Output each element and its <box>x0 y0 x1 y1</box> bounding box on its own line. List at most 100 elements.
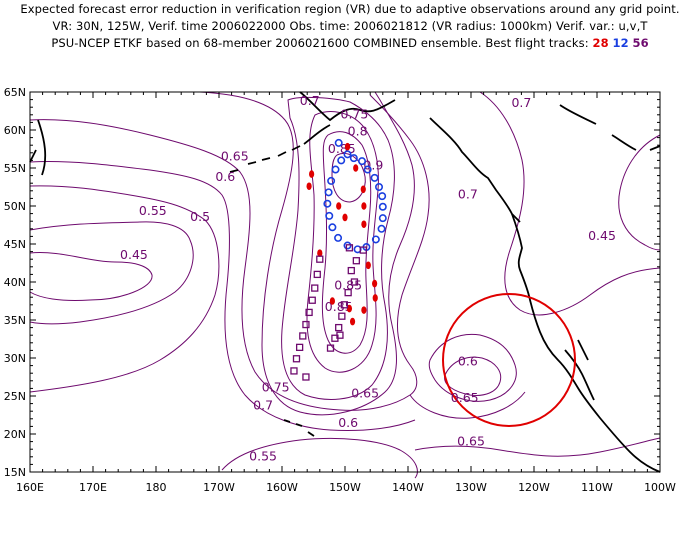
bc-coast <box>511 213 661 473</box>
track-56-point <box>350 278 359 286</box>
track-12-point <box>377 224 386 233</box>
contour-055-west <box>29 185 220 393</box>
contour-045-east <box>618 134 661 251</box>
contour-065-southeast <box>414 437 661 457</box>
hudson-coast <box>559 104 661 151</box>
contour-label: 0.7 <box>511 95 531 110</box>
track-12-point <box>324 188 333 197</box>
contour-065-south <box>221 437 418 479</box>
contour-060 <box>29 161 416 431</box>
track-56-point <box>299 332 307 340</box>
lon-label: 170W <box>203 481 235 494</box>
track-28-point <box>344 142 351 151</box>
track-12-point <box>343 150 352 159</box>
track-28-point <box>372 279 378 288</box>
contour-060-east <box>444 356 502 396</box>
lat-label: 60N <box>4 124 26 137</box>
contour-label: 0.45 <box>588 228 616 243</box>
contour-label: 0.9 <box>363 158 383 173</box>
contour-065-east <box>428 333 517 402</box>
contour-050-west <box>29 221 194 325</box>
contour-label: 0.6 <box>458 354 478 369</box>
contour-label: 0.7 <box>458 186 478 201</box>
track-56-point <box>308 296 316 304</box>
track-28-point <box>342 213 348 222</box>
track-12-point <box>363 165 372 174</box>
contour-label: 0.55 <box>249 449 277 464</box>
track-56-point <box>305 308 313 317</box>
track-56-point <box>302 373 310 381</box>
track-56-point <box>345 244 354 252</box>
contour-065-east-south <box>409 391 526 419</box>
contour-070-center <box>199 91 415 416</box>
contour-label: 0.6 <box>215 169 235 184</box>
lat-label: 30N <box>4 352 26 365</box>
contour-045-west <box>29 252 153 301</box>
flight-tracks <box>290 138 387 381</box>
verification-region-circle <box>442 293 576 427</box>
track-56-point <box>336 331 344 339</box>
lon-label: 170E <box>79 481 107 494</box>
contour-label: 0.65 <box>221 148 249 163</box>
lat-label: 25N <box>4 390 26 403</box>
track-12-point <box>375 183 384 192</box>
lon-label: 140W <box>392 481 424 494</box>
track-12-point <box>358 157 367 166</box>
alaska-coast <box>299 91 521 223</box>
track-56-point <box>316 255 324 263</box>
track-28-point <box>346 304 353 313</box>
track-12-point <box>371 235 380 244</box>
contour-labels: 0.70.750.80.850.90.650.60.55 0.50.450.850… <box>120 93 616 464</box>
track-56-point <box>340 301 349 309</box>
track-12-point <box>378 192 387 201</box>
lon-label: 100W <box>644 481 676 494</box>
lat-label: 40N <box>4 276 26 289</box>
track-28-point <box>336 202 342 210</box>
track-12-point <box>343 241 352 250</box>
lat-label: 55N <box>4 162 26 175</box>
track-12-point <box>337 156 346 165</box>
contour-label: 0.8 <box>348 123 368 138</box>
track-56-point <box>311 284 319 292</box>
track-12-point <box>349 154 358 163</box>
track-12-label: 12 <box>612 36 629 50</box>
track-28-point <box>361 220 367 229</box>
contour-label: 0.85 <box>334 278 362 293</box>
track-12-point <box>331 165 340 174</box>
track-28-point <box>360 185 366 194</box>
track-28-label: 28 <box>592 36 609 50</box>
contour-075 <box>281 96 395 400</box>
track-56-point <box>352 257 360 265</box>
lat-label: 15N <box>4 466 26 479</box>
lat-label: 65N <box>4 86 26 99</box>
track-56-point <box>313 270 321 279</box>
aleutians <box>229 124 331 173</box>
contour-label: 0.75 <box>341 107 369 122</box>
track-56-label: 56 <box>632 36 649 50</box>
contour-label: 0.6 <box>338 415 358 430</box>
track-28-point <box>317 249 323 257</box>
header-line-3-text: PSU-NCEP ETKF based on 68-member 2006021… <box>51 36 589 50</box>
contour-070-east <box>479 91 661 316</box>
track-56-point <box>292 355 301 363</box>
track-56-point <box>338 312 346 320</box>
lon-label: 160E <box>16 481 44 494</box>
contour-label: 0.45 <box>120 247 148 262</box>
track-28-point <box>353 164 359 172</box>
contour-lines <box>29 91 661 479</box>
track-28-point <box>361 202 367 210</box>
track-12-point <box>334 233 343 242</box>
header-line-1: Expected forecast error reduction in ver… <box>20 2 680 16</box>
track-56-point <box>344 288 352 297</box>
track-56-point <box>302 320 310 329</box>
contour-080 <box>306 111 379 373</box>
contour-label: 0.65 <box>451 390 479 405</box>
contour-label: 0.7 <box>300 93 320 108</box>
contour-label: 0.65 <box>457 433 485 448</box>
lat-label: 45N <box>4 238 26 251</box>
axis-ticks: 160E 170E 180 170W 160W 150W 140W 130W 120W 110W 1… <box>4 86 676 494</box>
track-56-point <box>359 246 367 254</box>
lat-label: 20N <box>4 428 26 441</box>
track-56-point <box>347 266 355 275</box>
track-28-point <box>329 297 335 305</box>
